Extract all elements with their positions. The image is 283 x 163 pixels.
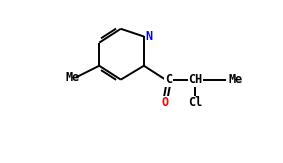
Text: N: N (145, 30, 153, 43)
Text: C: C (165, 73, 172, 86)
Text: O: O (162, 96, 169, 109)
Text: CH: CH (188, 73, 203, 86)
Text: Me: Me (229, 73, 243, 86)
Text: Me: Me (65, 71, 80, 84)
Text: Cl: Cl (188, 96, 203, 109)
